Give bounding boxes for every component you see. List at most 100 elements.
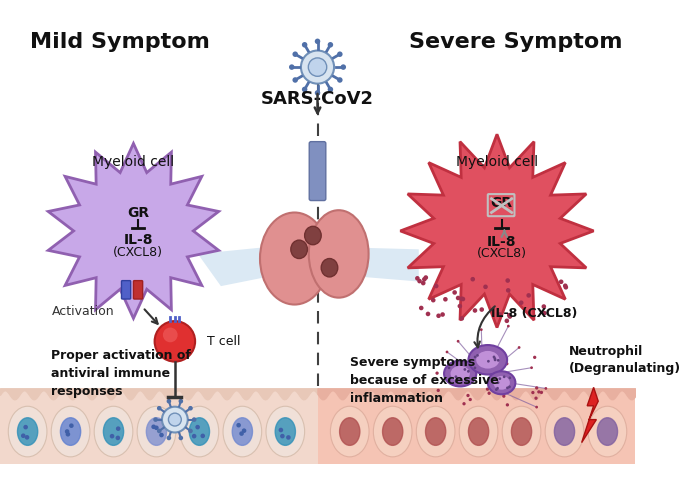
Circle shape <box>535 386 538 390</box>
Circle shape <box>70 431 75 436</box>
Ellipse shape <box>588 406 627 457</box>
Circle shape <box>417 279 422 284</box>
Circle shape <box>457 304 462 308</box>
Circle shape <box>157 426 161 431</box>
Text: Proper activation of
antiviral immune
responses: Proper activation of antiviral immune re… <box>50 349 190 398</box>
Circle shape <box>497 312 502 317</box>
Text: T cell: T cell <box>207 335 241 348</box>
Circle shape <box>67 437 72 441</box>
Circle shape <box>434 284 439 288</box>
Circle shape <box>519 300 524 305</box>
Circle shape <box>540 391 543 394</box>
Circle shape <box>506 403 509 407</box>
Circle shape <box>465 378 468 381</box>
Circle shape <box>162 407 188 432</box>
Ellipse shape <box>180 406 219 457</box>
Text: GR: GR <box>491 196 513 210</box>
Ellipse shape <box>339 418 360 445</box>
Ellipse shape <box>137 406 176 457</box>
Circle shape <box>487 392 491 395</box>
Circle shape <box>157 428 161 433</box>
Circle shape <box>188 406 193 411</box>
Circle shape <box>424 275 428 280</box>
Circle shape <box>315 90 320 96</box>
Circle shape <box>538 390 540 394</box>
Circle shape <box>244 427 248 432</box>
Circle shape <box>471 369 475 372</box>
Circle shape <box>341 64 346 70</box>
Circle shape <box>436 313 441 318</box>
Circle shape <box>456 296 460 300</box>
Circle shape <box>293 52 298 57</box>
Circle shape <box>163 327 177 342</box>
Circle shape <box>471 351 475 354</box>
Ellipse shape <box>189 418 210 445</box>
Ellipse shape <box>331 406 369 457</box>
Text: Mild Symptom: Mild Symptom <box>30 32 210 52</box>
Ellipse shape <box>511 418 532 445</box>
Circle shape <box>282 425 286 429</box>
Circle shape <box>441 358 444 361</box>
Ellipse shape <box>476 351 500 369</box>
Circle shape <box>157 434 162 438</box>
Circle shape <box>301 51 334 84</box>
Circle shape <box>152 429 157 434</box>
Circle shape <box>535 406 538 409</box>
Circle shape <box>455 380 457 383</box>
Ellipse shape <box>488 371 515 394</box>
Circle shape <box>453 290 457 295</box>
Circle shape <box>496 387 499 390</box>
Circle shape <box>564 285 568 290</box>
Circle shape <box>155 321 195 362</box>
Ellipse shape <box>373 406 412 457</box>
Circle shape <box>509 376 511 379</box>
Circle shape <box>460 316 464 321</box>
Circle shape <box>455 375 457 378</box>
Circle shape <box>465 380 468 383</box>
Polygon shape <box>400 134 593 327</box>
Circle shape <box>487 360 490 363</box>
Circle shape <box>494 358 497 361</box>
Circle shape <box>502 395 506 398</box>
Circle shape <box>501 374 504 378</box>
FancyBboxPatch shape <box>0 390 317 464</box>
Ellipse shape <box>493 376 510 390</box>
Ellipse shape <box>460 406 498 457</box>
Circle shape <box>179 399 183 403</box>
Ellipse shape <box>104 418 124 445</box>
Circle shape <box>302 42 308 47</box>
Circle shape <box>486 387 489 391</box>
Circle shape <box>112 433 116 438</box>
Circle shape <box>440 312 445 317</box>
Polygon shape <box>341 247 419 282</box>
Polygon shape <box>198 247 276 286</box>
Circle shape <box>199 426 204 431</box>
Text: Activation: Activation <box>52 305 114 318</box>
Circle shape <box>107 423 111 427</box>
Circle shape <box>462 402 466 405</box>
Circle shape <box>415 276 420 281</box>
Circle shape <box>480 307 484 312</box>
Circle shape <box>506 288 511 293</box>
Ellipse shape <box>94 406 133 457</box>
Circle shape <box>168 413 181 426</box>
Circle shape <box>337 77 343 83</box>
Circle shape <box>507 325 510 327</box>
Circle shape <box>476 354 479 357</box>
Ellipse shape <box>305 227 322 245</box>
Circle shape <box>530 366 533 369</box>
Circle shape <box>179 436 183 440</box>
Circle shape <box>193 436 198 440</box>
Ellipse shape <box>444 361 476 386</box>
Text: IL-8: IL-8 <box>487 235 516 249</box>
Ellipse shape <box>266 406 305 457</box>
Circle shape <box>25 433 30 438</box>
Ellipse shape <box>598 418 618 445</box>
Circle shape <box>157 406 161 411</box>
Circle shape <box>508 314 512 319</box>
Ellipse shape <box>223 406 262 457</box>
Polygon shape <box>48 143 219 318</box>
Circle shape <box>188 428 193 433</box>
Circle shape <box>497 381 500 384</box>
Circle shape <box>293 77 298 83</box>
